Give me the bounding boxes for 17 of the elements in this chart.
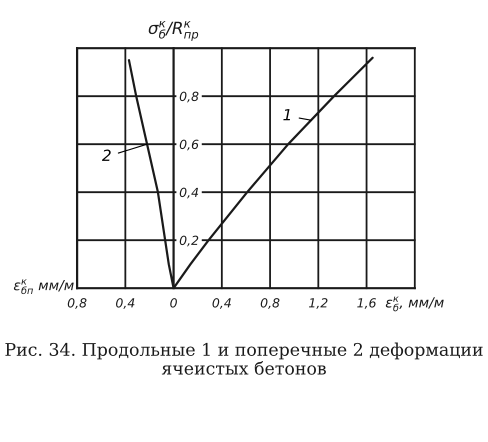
text: ε$^{к}$$_{бп}$ мм/м: [14, 279, 74, 294]
text: Рис. 34. Продольные 1 и поперечные 2 деформации ячеистых бетонов: [5, 342, 483, 375]
y-axis-title: σ$^{к}$$_{б}$/R$^{к}$$_{пр}$: [148, 20, 198, 41]
x-tick-label: 0: [170, 298, 177, 308]
series-label: 1: [283, 109, 290, 120]
y-tick-label: 0,2: [180, 236, 198, 246]
x-axis-title: ε$^{к}$$_{б}$, мм/м: [386, 296, 444, 312]
x-tick-label: 1,6: [357, 298, 376, 309]
x-tick-label: 0,8: [260, 298, 280, 309]
y-tick-label: 0,6: [180, 140, 198, 150]
x-tick-label: 0,8: [68, 298, 86, 309]
y-tick-label: 0,8: [180, 92, 198, 102]
y-tick-label: 0,4: [180, 188, 198, 198]
x-tick-label: 1,2: [308, 298, 328, 309]
x-tick-label: 0,4: [116, 298, 134, 309]
text: 2: [102, 150, 111, 161]
x-tick-label: 0,4: [212, 298, 231, 309]
